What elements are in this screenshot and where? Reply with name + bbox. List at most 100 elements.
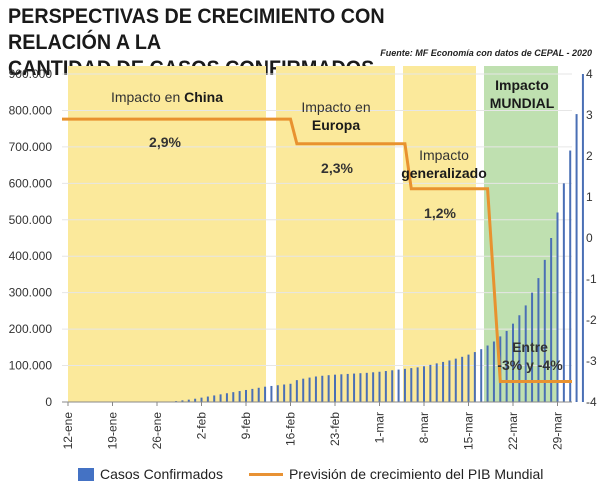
y-right-tick-label: -1 bbox=[586, 272, 597, 286]
case-bar bbox=[569, 150, 572, 402]
case-bar bbox=[206, 396, 209, 402]
zone-europe bbox=[276, 66, 395, 402]
case-bar bbox=[562, 183, 565, 402]
y-right-tick-label: 0 bbox=[586, 231, 593, 245]
zone-china-label: Impacto en China bbox=[110, 89, 224, 105]
x-tick-label: 2-feb bbox=[195, 412, 209, 440]
case-bar bbox=[543, 259, 546, 402]
case-bar bbox=[213, 395, 216, 402]
case-bar bbox=[359, 373, 362, 402]
case-bar bbox=[575, 114, 578, 402]
case-bar bbox=[334, 374, 336, 402]
x-tick-label: 19-ene bbox=[106, 412, 120, 450]
x-tick-label: 1-mar bbox=[373, 412, 387, 443]
case-bar bbox=[473, 352, 476, 402]
case-bar bbox=[257, 387, 260, 402]
case-bar bbox=[480, 349, 483, 402]
case-bar bbox=[194, 398, 197, 402]
case-bar bbox=[416, 367, 419, 402]
y-left-tick-label: 800.000 bbox=[9, 103, 53, 117]
case-bar bbox=[505, 330, 508, 402]
case-bar bbox=[314, 376, 317, 402]
case-bar bbox=[245, 389, 247, 402]
y-right-tick-label: -3 bbox=[586, 354, 597, 368]
case-bar bbox=[308, 377, 311, 402]
case-bar bbox=[448, 360, 451, 402]
legend-bars-label: Casos Confirmados bbox=[100, 466, 223, 482]
case-bar bbox=[327, 375, 330, 402]
source-note: Fuente: MF Economía con datos de CEPAL -… bbox=[380, 48, 592, 58]
case-bar bbox=[295, 380, 298, 402]
case-bar bbox=[378, 371, 381, 402]
y-left-tick-label: 700.000 bbox=[9, 140, 53, 154]
axes: 0 100.000 200.000 300.000 400.000 500.000 600.… bbox=[9, 67, 597, 450]
case-bar bbox=[461, 356, 464, 402]
case-bar bbox=[276, 385, 279, 402]
case-bar bbox=[264, 386, 267, 402]
y-left-tick-label: 300.000 bbox=[9, 286, 53, 300]
case-bar bbox=[403, 368, 406, 402]
case-bar bbox=[410, 368, 413, 402]
case-bar bbox=[531, 292, 534, 402]
case-bar bbox=[200, 397, 203, 402]
y-right-tick-label: 4 bbox=[586, 67, 593, 81]
y-left-tick-label: 100.000 bbox=[9, 359, 53, 373]
x-tick-label: 12-ene bbox=[61, 412, 75, 450]
case-bar bbox=[232, 392, 235, 402]
y-left-tick-label: 900.000 bbox=[9, 67, 53, 81]
case-bar bbox=[302, 378, 305, 402]
case-bar bbox=[187, 399, 190, 402]
case-bar bbox=[251, 388, 254, 402]
zone-china-value: 2,9% bbox=[149, 134, 181, 150]
zone-world-label: Impacto MUNDIAL bbox=[489, 77, 555, 111]
case-bar bbox=[346, 373, 349, 402]
gdp-line bbox=[62, 117, 572, 383]
zone-general-value: 1,2% bbox=[424, 205, 456, 221]
y-right-tick-label: -4 bbox=[586, 395, 597, 409]
case-bars bbox=[162, 74, 584, 402]
zone-europe-value: 2,3% bbox=[321, 160, 353, 176]
zone-general bbox=[403, 66, 476, 402]
x-tick-label: 26-ene bbox=[150, 412, 164, 450]
case-bar bbox=[524, 305, 527, 402]
case-bar bbox=[384, 371, 387, 402]
y-right-tick-label: -2 bbox=[586, 313, 597, 327]
y-right-tick-label: 2 bbox=[586, 149, 593, 163]
title-line-1: PERSPECTIVAS DE CRECIMIENTO CON RELACIÓN… bbox=[8, 5, 385, 54]
case-bar bbox=[225, 393, 228, 402]
legend-line-swatch bbox=[248, 472, 283, 476]
y-left-tick-label: 0 bbox=[45, 395, 52, 409]
y-left-tick-label: 200.000 bbox=[9, 322, 53, 336]
x-tick-label: 29-mar bbox=[551, 412, 565, 450]
case-bar bbox=[467, 354, 470, 402]
legend: Casos Confirmados Previsión de crecimien… bbox=[78, 466, 569, 482]
case-bar bbox=[340, 374, 343, 402]
zone-europe-label: Impacto en Europa bbox=[301, 99, 371, 133]
case-bar bbox=[550, 238, 553, 402]
x-tick-label: 16-feb bbox=[284, 412, 298, 446]
case-bar bbox=[435, 363, 438, 402]
x-tick-label: 15-mar bbox=[462, 412, 476, 450]
gdp-forecast-line bbox=[62, 117, 572, 383]
case-bar bbox=[537, 278, 540, 402]
case-bar bbox=[556, 212, 559, 402]
case-bar bbox=[365, 372, 368, 402]
legend-line-label: Previsión de crecimiento del PIB Mundial bbox=[288, 466, 544, 482]
zone-china bbox=[68, 66, 266, 402]
zone-world-value: Entre -3% y -4% bbox=[497, 339, 563, 373]
case-bar bbox=[289, 383, 292, 402]
y-left-tick-label: 500.000 bbox=[9, 213, 53, 227]
legend-bars: Casos Confirmados bbox=[78, 466, 223, 482]
case-bar bbox=[321, 375, 324, 402]
case-bar bbox=[423, 366, 425, 402]
case-bar bbox=[512, 323, 514, 402]
y-left-tick-label: 400.000 bbox=[9, 249, 53, 263]
x-tick-label: 9-feb bbox=[239, 412, 253, 440]
case-bar bbox=[238, 391, 241, 402]
case-bar bbox=[518, 315, 521, 402]
case-bar bbox=[270, 385, 273, 402]
case-bar bbox=[486, 345, 489, 402]
case-bar bbox=[429, 364, 432, 402]
case-bar bbox=[397, 369, 400, 402]
case-bar bbox=[283, 384, 286, 402]
